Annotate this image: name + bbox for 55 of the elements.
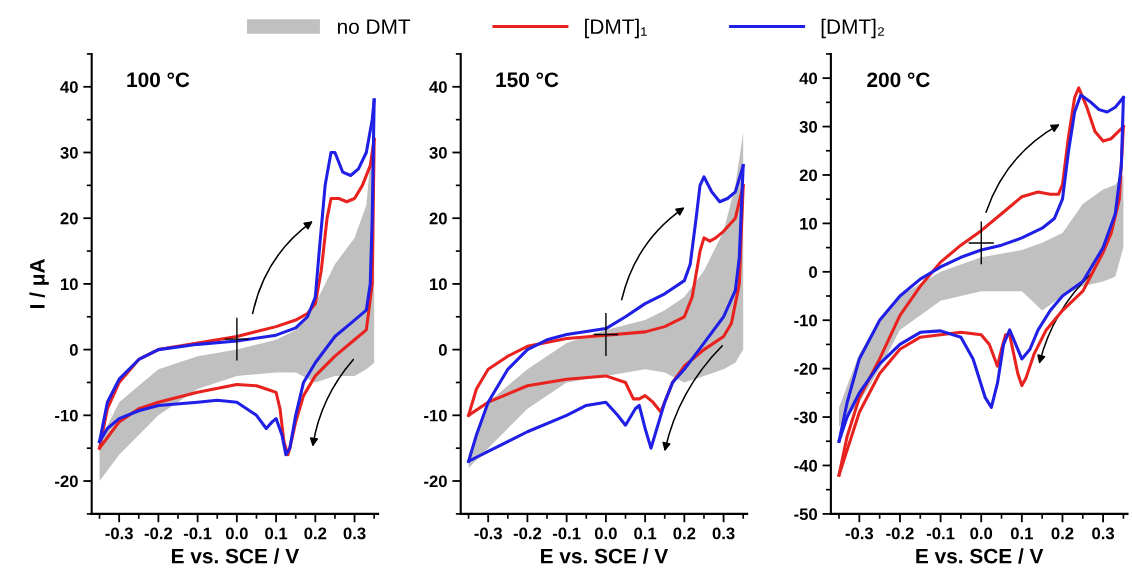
y-tick-label: 20 xyxy=(799,169,818,182)
y-tick-label: 30 xyxy=(429,146,447,159)
annotation: 200 °C xyxy=(867,72,930,88)
y-tick-label: -10 xyxy=(794,314,818,327)
legend-label: no DMT xyxy=(337,19,411,35)
x-axis-title: E vs. SCE / V xyxy=(916,548,1044,564)
x-tick-label: 0.2 xyxy=(304,527,327,540)
y-tick-label: 40 xyxy=(429,81,447,93)
x-tick-label: 0.2 xyxy=(673,527,696,540)
y-tick-label: 0 xyxy=(69,344,78,356)
y-tick-label: -10 xyxy=(55,409,78,422)
x-tick-label: -0.3 xyxy=(845,527,874,540)
x-tick-label: 0.1 xyxy=(265,527,288,540)
x-tick-label: -0.2 xyxy=(886,527,914,540)
y-tick-label: 10 xyxy=(800,217,818,230)
legend-label: [DMT]₁ xyxy=(585,18,647,39)
x-tick-label: -0.2 xyxy=(513,527,542,540)
x-tick-label: 0.3 xyxy=(1092,527,1115,540)
x-tick-label: 0.0 xyxy=(970,527,993,540)
y-tick-label: -20 xyxy=(55,475,78,488)
x-tick-label: -0.1 xyxy=(926,527,955,540)
y-axis-title: I / μA xyxy=(29,258,49,308)
y-tick-label: 0 xyxy=(438,344,447,356)
y-tick-label: -10 xyxy=(424,409,447,422)
y-tick-label: 10 xyxy=(430,278,447,291)
x-tick-label: 0.0 xyxy=(225,527,248,540)
x-axis-title: E vs. SCE / V xyxy=(172,548,300,564)
x-tick-label: 0.1 xyxy=(1010,527,1033,540)
annotation: 150 °C xyxy=(496,72,559,88)
x-tick-label: -0.1 xyxy=(552,527,581,540)
y-tick-label: 10 xyxy=(61,278,78,291)
y-tick-label: -20 xyxy=(794,363,818,375)
y-tick-label: 40 xyxy=(60,81,78,93)
x-axis-title: E vs. SCE / V xyxy=(541,548,669,564)
x-tick-label: -0.3 xyxy=(105,527,133,540)
y-tick-label: -50 xyxy=(794,508,818,521)
x-tick-label: -0.3 xyxy=(474,527,502,540)
x-tick-label: 0.3 xyxy=(712,527,735,540)
y-tick-label: 30 xyxy=(60,146,78,159)
x-tick-label: 0.0 xyxy=(594,527,617,540)
y-tick-label: -30 xyxy=(794,411,818,424)
y-tick-label: 0 xyxy=(809,266,818,279)
x-tick-label: 0.3 xyxy=(343,527,366,540)
x-tick-label: -0.2 xyxy=(144,527,173,540)
x-tick-label: 0.2 xyxy=(1051,527,1074,540)
x-tick-label: -0.1 xyxy=(183,527,212,540)
x-tick-label: 0.1 xyxy=(634,527,657,540)
y-tick-label: 30 xyxy=(799,120,818,133)
y-tick-label: 20 xyxy=(60,212,78,225)
y-tick-label: -20 xyxy=(424,475,447,488)
y-tick-label: -40 xyxy=(794,459,818,472)
y-tick-label: 40 xyxy=(799,72,818,85)
annotation: 100 °C xyxy=(127,72,190,88)
y-tick-label: 20 xyxy=(429,212,447,225)
legend-label: [DMT]₂ xyxy=(821,18,884,39)
